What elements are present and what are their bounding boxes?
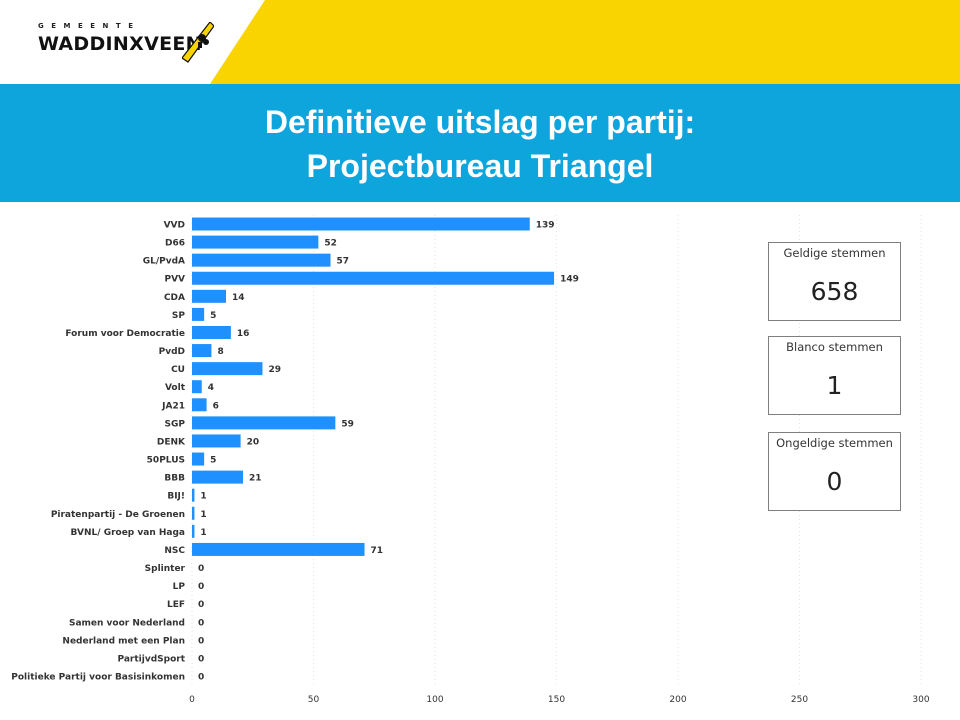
yellow-banner: [210, 0, 960, 84]
category-label: PartijvdSport: [118, 654, 186, 664]
category-label: SP: [172, 311, 185, 321]
bar: [192, 289, 227, 303]
card-label: Ongeldige stemmen: [776, 436, 893, 450]
bar: [192, 307, 205, 321]
category-label: Volt: [165, 383, 186, 393]
data-label: 139: [536, 221, 555, 231]
data-label: 0: [198, 673, 204, 683]
data-label: 1: [200, 510, 206, 520]
page-title: Definitieve uitslag per partij:: [264, 104, 696, 140]
category-label: LEF: [167, 600, 185, 610]
bar: [192, 470, 244, 484]
data-label: 0: [198, 564, 204, 574]
data-label: 5: [210, 311, 216, 321]
category-label: Splinter: [145, 564, 186, 574]
bar: [192, 488, 195, 502]
category-label: 50PLUS: [147, 456, 185, 466]
category-label: SGP: [165, 419, 186, 429]
data-label: 21: [249, 474, 262, 484]
card-value: 0: [826, 467, 843, 496]
category-label: BIJ!: [167, 492, 185, 502]
category-label: Politieke Partij voor Basisinkomen: [11, 673, 185, 683]
crest-icon: [182, 22, 214, 63]
category-label: CDA: [164, 293, 185, 303]
x-tick-label: 100: [426, 695, 443, 705]
data-label: 4: [208, 383, 214, 393]
data-label: 1: [200, 492, 206, 502]
bar: [192, 416, 336, 430]
category-label: VVD: [164, 221, 185, 231]
x-tick-label: 150: [548, 695, 565, 705]
category-label: GL/PvdA: [143, 257, 185, 267]
bar: [192, 253, 331, 267]
page-subtitle: Projectbureau Triangel: [306, 148, 654, 184]
data-label: 29: [268, 365, 281, 375]
category-label: Samen voor Nederland: [69, 618, 185, 628]
data-label: 57: [337, 257, 350, 267]
data-label: 0: [198, 600, 204, 610]
category-label: NSC: [164, 546, 185, 556]
data-label: 71: [371, 546, 384, 556]
category-label: D66: [165, 239, 185, 249]
card-value: 658: [810, 277, 859, 306]
category-label: Piratenpartij - De Groenen: [51, 510, 185, 520]
x-tick-label: 250: [791, 695, 808, 705]
category-label: JA21: [161, 401, 185, 411]
category-label: CU: [171, 365, 185, 375]
data-label: 6: [213, 401, 219, 411]
data-label: 20: [247, 437, 260, 447]
x-tick-label: 0: [189, 695, 195, 705]
data-label: 0: [198, 618, 204, 628]
municipality-logo: GEMEENTE WADDINXVEEN: [38, 22, 214, 63]
bar: [192, 524, 195, 538]
category-label: Forum voor Democratie: [65, 329, 185, 339]
bar: [192, 344, 212, 358]
logo-small-text: GEMEENTE: [38, 22, 141, 30]
bar: [192, 217, 530, 231]
category-label: LP: [173, 582, 186, 592]
x-tick-label: 200: [669, 695, 686, 705]
bar: [192, 271, 555, 285]
bar: [192, 325, 231, 339]
card-blank-votes: Blanco stemmen 1: [768, 336, 901, 415]
card-value: 1: [826, 371, 843, 400]
category-label: Nederland met een Plan: [62, 636, 185, 646]
category-label: PvdD: [159, 347, 185, 357]
data-label: 59: [341, 419, 354, 429]
bar: [192, 398, 207, 412]
bar: [192, 362, 263, 376]
category-label: DENK: [157, 437, 186, 447]
card-label: Geldige stemmen: [783, 246, 886, 260]
bar: [192, 542, 365, 556]
header-band: GEMEENTE WADDINXVEEN: [0, 0, 960, 84]
title-band: [0, 84, 960, 202]
card-invalid-votes: Ongeldige stemmen 0: [768, 432, 901, 511]
data-label: 16: [237, 329, 250, 339]
data-label: 5: [210, 456, 216, 466]
bar: [192, 434, 241, 448]
data-label: 0: [198, 582, 204, 592]
data-label: 14: [232, 293, 245, 303]
data-label: 0: [198, 654, 204, 664]
brand-yellow-shape: [210, 0, 960, 84]
bar: [192, 452, 205, 466]
x-tick-label: 50: [308, 695, 320, 705]
data-label: 52: [324, 239, 337, 249]
data-label: 1: [200, 528, 206, 538]
card-valid-votes: Geldige stemmen 658: [768, 242, 901, 321]
bar: [192, 235, 319, 249]
data-label: 8: [217, 347, 223, 357]
x-tick-label: 300: [912, 695, 929, 705]
data-label: 149: [560, 275, 579, 285]
bar: [192, 380, 202, 394]
data-label: 0: [198, 636, 204, 646]
bar: [192, 506, 195, 520]
logo-main-text: WADDINXVEEN: [38, 33, 202, 55]
category-label: BBB: [164, 474, 185, 484]
category-label: BVNL/ Groep van Haga: [71, 528, 185, 538]
category-label: PVV: [164, 275, 185, 285]
card-label: Blanco stemmen: [786, 340, 883, 354]
